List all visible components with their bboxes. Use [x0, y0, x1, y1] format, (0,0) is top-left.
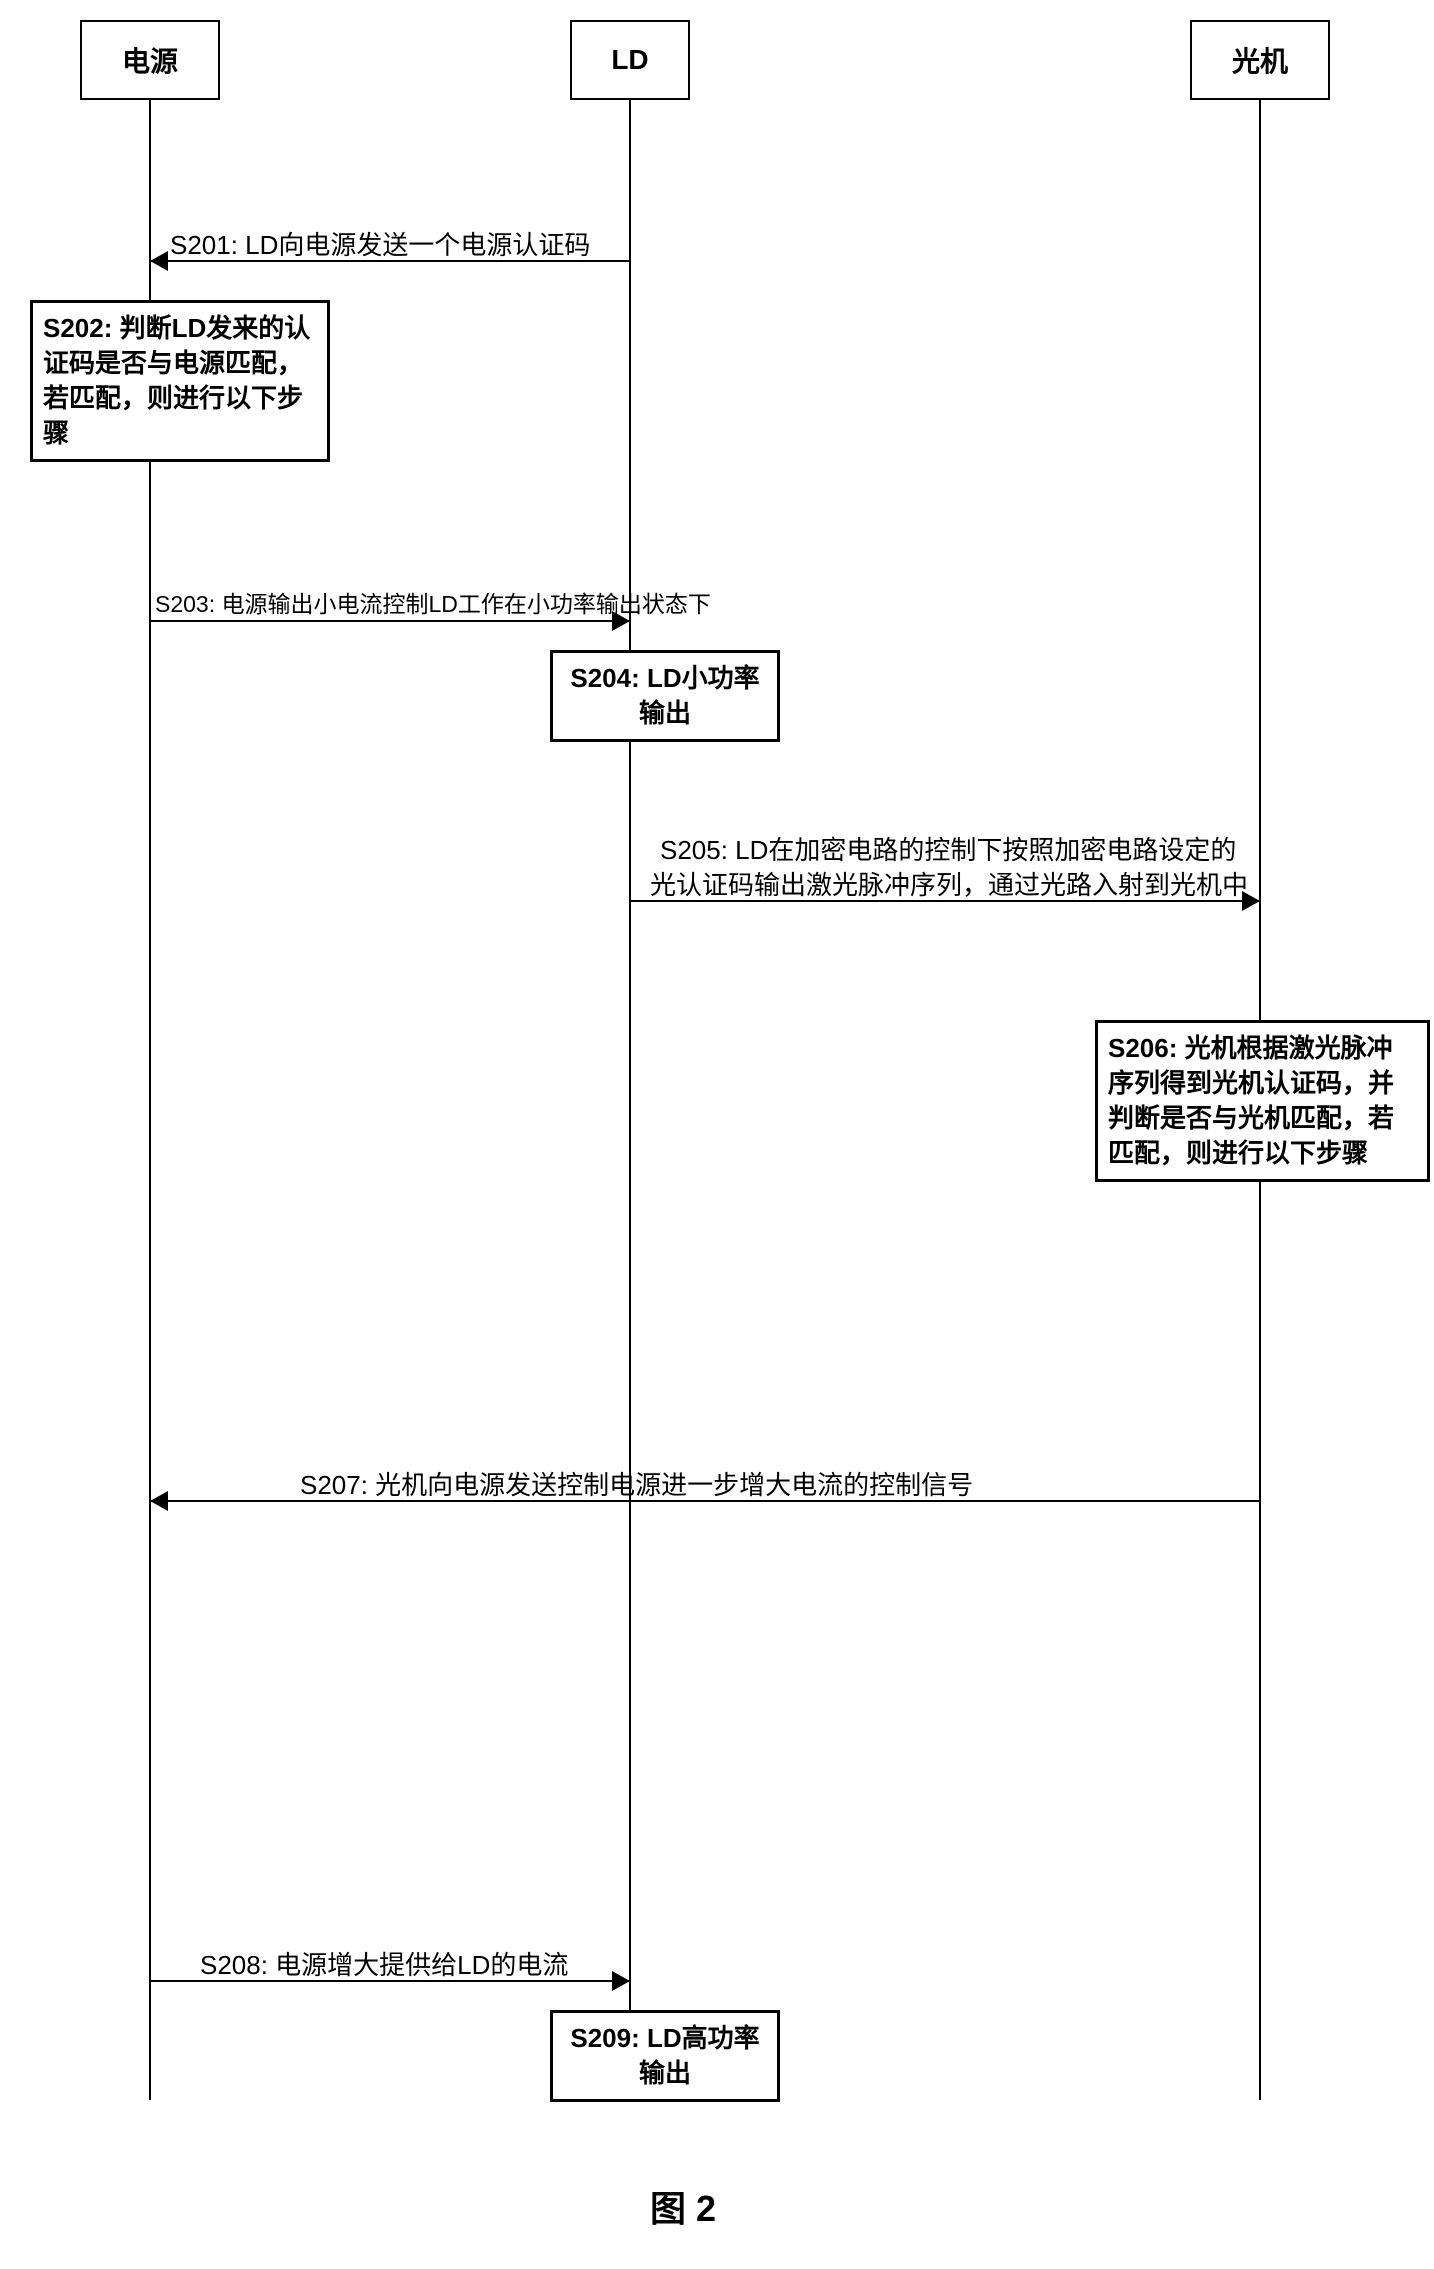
note-s206-line2: 序列得到光机认证码，并 [1108, 1066, 1417, 1101]
lane-optical-label: 光机 [1232, 40, 1288, 80]
msg-s205-label2: 光认证码输出激光脉冲序列，通过光路入射到光机中 [650, 865, 1248, 902]
msg-s205-label1: S205: LD在加密电路的控制下按照加密电路设定的 [660, 830, 1236, 867]
lane-power-label: 电源 [122, 40, 178, 80]
note-s204-line2: 输出 [563, 696, 767, 731]
lane-ld-label: LD [611, 44, 648, 76]
lane-optical: 光机 [1190, 20, 1330, 100]
note-s204: S204: LD小功率 输出 [550, 650, 780, 742]
arrow-s208 [150, 1980, 630, 1982]
arrow-s205 [630, 900, 1260, 902]
note-s209-line1: S209: LD高功率 [563, 2021, 767, 2056]
arrow-s207-head [150, 1491, 168, 1511]
arrow-s203-head [612, 611, 630, 631]
note-s206-line4: 匹配，则进行以下步骤 [1108, 1136, 1417, 1171]
note-s204-line1: S204: LD小功率 [563, 661, 767, 696]
note-s202-line1: S202: 判断LD发来的认 [43, 311, 317, 346]
note-s206: S206: 光机根据激光脉冲 序列得到光机认证码，并 判断是否与光机匹配，若 匹… [1095, 1020, 1430, 1182]
note-s206-line1: S206: 光机根据激光脉冲 [1108, 1031, 1417, 1066]
note-s209-line2: 输出 [563, 2056, 767, 2091]
lane-power: 电源 [80, 20, 220, 100]
note-s209: S209: LD高功率 输出 [550, 2010, 780, 2102]
arrow-s205-head [1242, 891, 1260, 911]
note-s202: S202: 判断LD发来的认 证码是否与电源匹配， 若匹配，则进行以下步 骤 [30, 300, 330, 462]
note-s202-line4: 骤 [43, 416, 317, 451]
arrow-s207 [150, 1500, 1260, 1502]
note-s206-line3: 判断是否与光机匹配，若 [1108, 1101, 1417, 1136]
note-s202-line3: 若匹配，则进行以下步 [43, 381, 317, 416]
note-s202-line2: 证码是否与电源匹配， [43, 346, 317, 381]
figure-label: 图 2 [650, 2180, 716, 2232]
lifeline-ld [629, 100, 631, 2100]
arrow-s203 [150, 620, 630, 622]
arrow-s201 [150, 260, 630, 262]
arrow-s201-head [150, 251, 168, 271]
msg-s207-label: S207: 光机向电源发送控制电源进一步增大电流的控制信号 [300, 1465, 973, 1502]
msg-s201-label: S201: LD向电源发送一个电源认证码 [170, 225, 590, 262]
lane-ld: LD [570, 20, 690, 100]
msg-s208-label: S208: 电源增大提供给LD的电流 [200, 1945, 568, 1982]
arrow-s208-head [612, 1971, 630, 1991]
